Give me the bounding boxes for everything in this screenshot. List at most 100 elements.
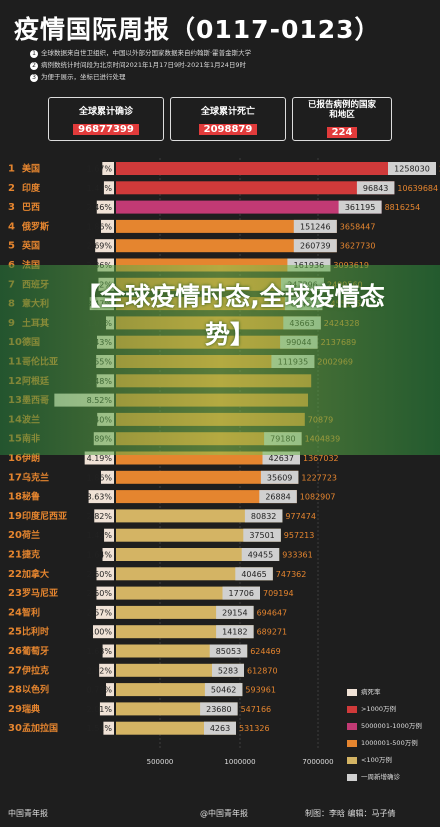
rank-label: 18: [8, 492, 22, 503]
weekly-bar: [338, 200, 382, 214]
cfr-label: 2.57%: [87, 608, 113, 617]
stat-label: 全球累计确诊: [78, 107, 133, 117]
total-bar: [116, 470, 299, 484]
country-label: 捷克: [22, 549, 40, 561]
total-bar: [116, 219, 337, 233]
country-label: 罗马尼亚: [22, 588, 58, 599]
rank-label: 20: [8, 530, 22, 541]
legend-swatch: [347, 688, 357, 696]
rank-label: 23: [8, 588, 22, 599]
rank-label: 2: [8, 183, 15, 194]
cfr-bar: [96, 605, 114, 619]
footer-logo-text: 中国青年报: [8, 809, 48, 818]
weekly-bar: [200, 702, 238, 716]
total-label: 10639684: [397, 184, 438, 193]
cfr-bar: [104, 528, 114, 542]
weekly-label: 49455: [248, 551, 273, 560]
total-bar: [116, 528, 281, 542]
weekly-label: 1258030: [394, 165, 430, 174]
stat-global-confirmed: 全球累计确诊 96877399: [48, 97, 164, 141]
page-title: 疫情国际周报（0117-0123）: [14, 15, 381, 44]
weekly-label: 35609: [267, 473, 292, 482]
cfr-label: 1.86%: [87, 222, 113, 231]
country-label: 伊拉克: [21, 664, 49, 676]
total-label: 933361: [282, 551, 313, 560]
total-label: 957213: [284, 531, 315, 540]
stat-value: 96877399: [73, 124, 139, 135]
weekly-bar: [293, 239, 337, 253]
note-number-2: 2: [30, 62, 38, 70]
cfr-bar: [88, 490, 114, 504]
weekly-label: 5283: [218, 666, 238, 675]
weekly-label: 40465: [241, 570, 266, 579]
cfr-label: 1.67%: [87, 165, 113, 174]
weekly-bar: [243, 528, 281, 542]
cfr-bar: [96, 200, 114, 214]
stat-label: 已报告病例的国家和地区: [307, 100, 376, 120]
note-number-1: 1: [30, 50, 38, 58]
footer-credits: 制图：李晗 编辑：马子倩: [305, 809, 396, 818]
weekly-bar: [209, 644, 248, 658]
cfr-bar: [94, 509, 114, 523]
total-bar: [116, 567, 273, 581]
weekly-bar: [204, 721, 236, 735]
country-label: 印度: [22, 182, 41, 194]
cfr-label: 2.12%: [87, 666, 113, 675]
footer-weibo: @中国青年报: [200, 809, 248, 818]
weekly-label: 23680: [206, 705, 231, 714]
weekly-bar: [388, 162, 436, 175]
rank-label: 1: [8, 164, 15, 175]
total-label: 624469: [250, 647, 281, 656]
country-label: 乌克兰: [22, 471, 49, 483]
weekly-label: 26884: [265, 493, 290, 502]
weekly-bar: [293, 219, 337, 233]
rank-label: 5: [8, 241, 15, 252]
total-label: 8816254: [385, 203, 421, 212]
legend-swatch: [347, 773, 357, 781]
total-bar: [116, 548, 280, 561]
x-tick-label: 500000: [147, 758, 174, 766]
legend-item: 5000001-1000万例: [347, 720, 422, 730]
weekly-bar: [216, 625, 254, 639]
rank-label: 16: [8, 453, 22, 464]
cfr-label: 1.42%: [87, 531, 113, 540]
weekly-label: 260739: [300, 242, 331, 251]
total-bar: [116, 200, 382, 214]
legend-label: 5000001-1000万例: [361, 722, 422, 730]
cfr-label: 2.82%: [87, 512, 113, 521]
legend-label: >1000万例: [361, 705, 396, 713]
rank-label: 26: [8, 646, 22, 657]
legend-swatch: [347, 722, 357, 730]
rank-label: 25: [8, 627, 22, 638]
rank-label: 3: [8, 202, 15, 213]
legend-item: 一周新增确诊: [347, 771, 400, 781]
total-label: 1082907: [300, 493, 336, 502]
rank-label: 28: [8, 685, 22, 696]
cfr-bar: [99, 663, 114, 677]
cfr-bar: [99, 702, 114, 716]
cfr-label: 1.63%: [87, 647, 113, 656]
cfr-label: 1.51%: [87, 724, 113, 733]
country-label: 伊朗: [21, 452, 40, 464]
cfr-label: 4.19%: [87, 454, 113, 463]
rank-label: 17: [8, 472, 22, 483]
legend-label: 一周新增确诊: [361, 773, 400, 781]
country-label: 比利时: [22, 626, 49, 638]
stat-value: 2098879: [198, 124, 258, 135]
weekly-bar: [212, 663, 244, 677]
weekly-bar: [241, 548, 280, 561]
total-label: 709194: [263, 589, 294, 598]
cfr-label: 1.64%: [87, 551, 113, 560]
country-label: 以色列: [22, 684, 49, 696]
country-label: 智利: [22, 606, 40, 618]
note-3: 3 为便于展示，坐标已进行处理: [30, 71, 126, 82]
total-bar: [116, 490, 297, 504]
weekly-label: 37501: [249, 531, 274, 540]
total-label: 689271: [257, 628, 288, 637]
cfr-label: 2.50%: [87, 570, 113, 579]
weekly-label: 361195: [345, 203, 376, 212]
weekly-label: 14182: [222, 628, 247, 637]
stat-global-deaths: 全球累计死亡 2098879: [170, 97, 286, 141]
weekly-label: 80832: [251, 512, 276, 521]
total-label: 547166: [241, 705, 272, 714]
